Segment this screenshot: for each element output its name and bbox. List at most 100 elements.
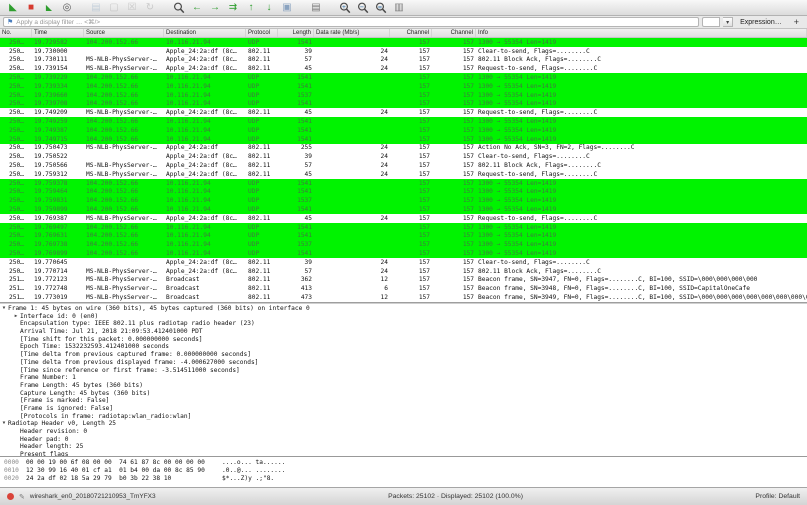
hex-row[interactable]: 0000 00 00 19 00 6f 08 00 00 74 61 87 8c … xyxy=(4,459,286,466)
filter-history-combo[interactable] xyxy=(702,17,721,27)
packet-row[interactable]: 250… 19.769387 MS-NLB-PhysServer-… Apple_24… xyxy=(0,213,807,223)
packet-row[interactable]: 250… 19.749209 MS-NLB-PhysServer-… Apple_24… xyxy=(0,108,807,118)
detail-line[interactable]: ▼ Radiotap Header v0, Length 25 xyxy=(0,420,807,428)
auto-scroll-icon[interactable]: ▣ xyxy=(282,1,292,13)
packet-row[interactable]: 250… 19.769738 104.200.152.66 10.116.21.94 U… xyxy=(0,240,807,250)
open-file-icon[interactable]: ▤ xyxy=(91,1,101,13)
packet-row[interactable]: 250… 19.759831 104.200.152.66 10.116.21.94 U… xyxy=(0,196,807,206)
pane-splitter[interactable] xyxy=(0,302,807,304)
packet-row[interactable]: 250… 19.739660 104.200.152.66 10.116.21.94 U… xyxy=(0,90,807,100)
expand-arrow-icon[interactable]: ▶ xyxy=(14,313,18,319)
stop-capture-icon[interactable]: ■ xyxy=(27,1,35,13)
zoom-reset-icon[interactable]: = xyxy=(374,1,388,15)
display-filter-input[interactable]: ⚑ Apply a display filter … <⌘/> xyxy=(3,17,700,27)
packet-row[interactable]: 250… 19.729582 104.200.152.66 10.116.21.94 U… xyxy=(0,38,807,47)
detail-line[interactable]: [Time delta from previous captured frame… xyxy=(0,351,807,359)
packet-row[interactable]: 250… 19.750473 MS-NLB-PhysServer-… Apple_24… xyxy=(0,143,807,153)
column-header-channel[interactable]: Channel xyxy=(432,29,476,37)
detail-line[interactable]: ▼ Frame 1: 45 bytes on wire (360 bits), 4… xyxy=(0,305,807,313)
detail-line[interactable]: Present flags xyxy=(0,451,807,456)
column-header-length[interactable]: Length xyxy=(278,29,314,37)
column-header-channel[interactable]: Channel xyxy=(390,29,432,37)
detail-line[interactable]: [Frame is marked: False] xyxy=(0,397,807,405)
profile-label[interactable]: Profile: Default xyxy=(755,493,800,500)
detail-line[interactable]: [Protocols in frame: radiotap:wlan_radio… xyxy=(0,413,807,421)
packet-row[interactable]: 250… 19.730111 MS-NLB-PhysServer-… Apple_24… xyxy=(0,55,807,65)
go-forward-icon[interactable]: → xyxy=(210,1,220,13)
go-to-packet-icon[interactable]: ⇉ xyxy=(228,1,238,13)
collapse-arrow-icon[interactable]: ▼ xyxy=(2,421,6,427)
filter-combo-arrow-icon[interactable]: ▾ xyxy=(723,17,734,27)
packet-row[interactable]: 250… 19.759464 104.200.152.66 10.116.21.94 U… xyxy=(0,187,807,197)
detail-line[interactable]: Arrival Time: Jul 21, 2018 21:09:53.4124… xyxy=(0,328,807,336)
go-back-icon[interactable]: ← xyxy=(192,1,202,13)
restart-capture-icon[interactable]: ◣ xyxy=(45,2,53,12)
expression-button[interactable]: Expression… xyxy=(740,18,782,26)
colorize-icon[interactable]: ▤ xyxy=(311,1,321,13)
packet-row[interactable]: 250… 19.770645 Apple_24:2a:df (8c… 802.11 39… xyxy=(0,257,807,267)
collapse-arrow-icon[interactable]: ▼ xyxy=(2,306,6,311)
zoom-in-icon[interactable]: + xyxy=(338,1,352,15)
detail-line[interactable]: ▶ Interface id: 0 (en0) xyxy=(0,313,807,321)
column-header-protocol[interactable]: Protocol xyxy=(246,29,278,37)
indent-spacer xyxy=(12,328,20,336)
packet-row[interactable]: 250… 19.739334 104.200.152.66 10.116.21.94 U… xyxy=(0,81,807,91)
detail-line[interactable]: Capture Length: 45 bytes (360 bits) xyxy=(0,390,807,398)
column-header-data-rate-mb-s-[interactable]: Data rate (Mb/s) xyxy=(314,29,390,37)
packet-row[interactable]: 250… 19.759378 104.200.152.66 10.116.21.94 U… xyxy=(0,178,807,188)
detail-line[interactable]: Frame Length: 45 bytes (360 bits) xyxy=(0,382,807,390)
detail-line[interactable]: [Time shift for this packet: 0.000000000… xyxy=(0,336,807,344)
packet-row[interactable]: 250… 19.769497 104.200.152.66 10.116.21.94 U… xyxy=(0,222,807,232)
packet-row[interactable]: 250… 19.739154 MS-NLB-PhysServer-… Apple_24… xyxy=(0,64,807,74)
packet-row[interactable]: 250… 19.739708 104.200.152.66 10.116.21.94 U… xyxy=(0,99,807,109)
packet-row[interactable]: 250… 19.750522 Apple_24:2a:df (8c… 802.11 39… xyxy=(0,152,807,162)
packet-row[interactable]: 250… 19.730000 Apple_24:2a:df (8c… 802.11 39… xyxy=(0,46,807,56)
packet-row[interactable]: 250… 19.749715 104.200.152.66 10.116.21.94 U… xyxy=(0,134,807,144)
packet-row[interactable]: 250… 19.769631 104.200.152.66 10.116.21.94 U… xyxy=(0,231,807,241)
packet-row[interactable]: 250… 19.749259 104.200.152.66 10.116.21.94 U… xyxy=(0,117,807,126)
close-file-icon[interactable]: ☒ xyxy=(127,1,137,13)
packet-row[interactable]: 250… 19.769899 104.200.152.66 10.116.21.94 U… xyxy=(0,249,807,258)
expert-info-icon[interactable] xyxy=(7,493,14,500)
packet-row[interactable]: 251… 19.772123 MS-NLB-PhysServer-… Broadcas… xyxy=(0,275,807,285)
reload-file-icon[interactable]: ↻ xyxy=(145,1,155,13)
column-header-source[interactable]: Source xyxy=(84,29,164,37)
hex-row[interactable]: 0020 24 2a df 02 18 5a 29 79 b0 3b 22 38 … xyxy=(4,475,275,483)
capture-options-icon[interactable]: ◎ xyxy=(62,1,72,13)
packet-row[interactable]: 250… 19.770714 MS-NLB-PhysServer-… Apple_24… xyxy=(0,266,807,276)
column-header-no-[interactable]: No. xyxy=(0,29,32,37)
packet-row[interactable]: 251… 19.773019 MS-NLB-PhysServer-… Broadcas… xyxy=(0,293,807,302)
packet-row[interactable]: 250… 19.750566 MS-NLB-PhysServer-… Apple_24… xyxy=(0,161,807,170)
detail-line[interactable]: Header revision: 0 xyxy=(0,428,807,436)
capture-comment-icon[interactable]: ✎ xyxy=(19,493,25,501)
detail-line[interactable]: Encapsulation type: IEEE 802.11 plus rad… xyxy=(0,320,807,328)
add-filter-button[interactable]: + xyxy=(793,17,799,27)
find-packet-icon[interactable] xyxy=(172,1,186,15)
detail-line[interactable]: [Time delta from previous displayed fram… xyxy=(0,359,807,367)
toolbar-separator xyxy=(78,7,85,8)
detail-line[interactable]: [Frame is ignored: False] xyxy=(0,405,807,413)
packet-row[interactable]: 251… 19.772748 MS-NLB-PhysServer-… Broadcas… xyxy=(0,284,807,294)
detail-line[interactable]: Header pad: 0 xyxy=(0,436,807,444)
packet-row[interactable]: 250… 19.759312 MS-NLB-PhysServer-… Apple_24… xyxy=(0,169,807,179)
packet-row[interactable]: 250… 19.739229 104.200.152.66 10.116.21.94 U… xyxy=(0,73,807,82)
detail-line[interactable]: Epoch Time: 1532232593.412401000 seconds xyxy=(0,343,807,351)
column-header-time[interactable]: Time xyxy=(32,29,84,37)
detail-line[interactable]: Frame Number: 1 xyxy=(0,374,807,382)
zoom-out-icon[interactable]: − xyxy=(356,1,370,15)
filter-bookmark-icon[interactable]: ⚑ xyxy=(7,18,14,26)
start-capture-icon[interactable]: ◣ xyxy=(9,1,17,13)
packet-row[interactable]: 250… 19.749387 104.200.152.66 10.116.21.94 U… xyxy=(0,125,807,135)
column-header-info[interactable]: Info xyxy=(476,29,807,37)
hex-row[interactable]: 0010 12 30 99 16 40 01 cf a1 01 b4 00 da … xyxy=(4,467,286,475)
save-file-icon[interactable]: ▢ xyxy=(109,1,119,13)
packet-count-summary: Packets: 25102 · Displayed: 25102 (100.0… xyxy=(388,493,523,500)
detail-line[interactable]: [Time since reference or first frame: -3… xyxy=(0,367,807,375)
go-last-packet-icon[interactable]: ↓ xyxy=(266,1,272,13)
go-first-packet-icon[interactable]: ↑ xyxy=(248,1,254,13)
detail-line[interactable]: Header length: 25 xyxy=(0,443,807,451)
packet-row[interactable]: 250… 19.759899 104.200.152.66 10.116.21.94 U… xyxy=(0,205,807,214)
resize-columns-icon[interactable]: ▥ xyxy=(394,1,404,13)
column-header-destination[interactable]: Destination xyxy=(164,29,246,37)
